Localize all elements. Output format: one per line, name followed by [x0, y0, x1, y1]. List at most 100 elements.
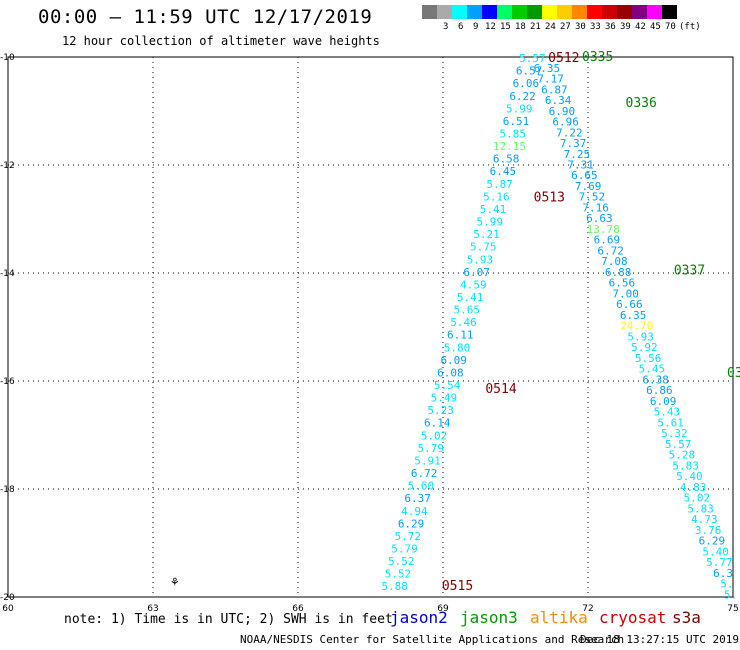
legend-label: 15 — [500, 22, 511, 32]
legend-label: 33 — [590, 22, 601, 32]
swh-value-label: 5.52 — [385, 568, 412, 581]
swh-value-label: 4.94 — [401, 505, 428, 518]
swh-value-label: 5.92 — [631, 341, 658, 354]
swh-value-label: 7.08 — [601, 255, 628, 268]
track-time-label: 0515 — [442, 579, 473, 594]
swh-value-label: 7.16 — [582, 201, 609, 214]
swh-value-label: 5.99 — [477, 216, 504, 229]
swh-value-label: 12.15 — [493, 140, 526, 153]
swh-value-label: 24.70 — [620, 320, 653, 333]
swh-value-label: 6.09 — [650, 395, 677, 408]
legend-label: 27 — [560, 22, 571, 32]
swh-value-label: 5.93 — [627, 330, 654, 343]
swh-value-label: 5.57 — [519, 52, 546, 65]
swh-value-label: 5.21 — [473, 228, 500, 241]
swh-value-label: 6.65 — [571, 169, 598, 182]
swh-value-label: 5.16 — [483, 190, 510, 203]
swh-value-label: 5.79 — [391, 542, 418, 555]
swh-value-label: 5.60 — [408, 480, 435, 493]
track-time-label: 0337 — [674, 263, 705, 278]
longitude-tick-label: 60 — [2, 604, 14, 614]
legend-swatch — [632, 5, 647, 19]
legend-label: 42 — [635, 22, 646, 32]
swh-value-label: 5.99 — [506, 102, 533, 115]
swh-value-label: 4.73 — [691, 513, 718, 526]
swh-value-label: 5.79 — [417, 442, 444, 455]
swh-value-label: 6.37 — [404, 492, 431, 505]
legend-label: 30 — [575, 22, 586, 32]
swh-value-label: 7.69 — [575, 180, 602, 193]
swh-value-label: 5.23 — [427, 404, 454, 417]
legend-label: 70 — [665, 22, 676, 32]
swh-value-label: 6.51 — [503, 115, 530, 128]
page-title: 00:00 – 11:59 UTC 12/17/2019 — [38, 6, 373, 28]
legend-swatch — [422, 5, 437, 19]
swh-value-label: 6.3 — [713, 567, 733, 580]
swh-value-label: 5.57 — [665, 438, 692, 451]
swh-value-label: 6.06 — [513, 77, 540, 90]
track-time-label: 0512 — [548, 51, 579, 66]
legend-swatch — [512, 5, 527, 19]
track-time-label: 0335 — [582, 50, 613, 65]
timestamp-text: Dec 18 13:27:15 UTC 2019 — [580, 633, 739, 646]
swh-value-label: 5.52 — [388, 555, 415, 568]
swh-value-label: 5.77 — [706, 556, 733, 569]
legend-label: 39 — [620, 22, 631, 32]
swh-value-label: 6.38 — [642, 373, 669, 386]
swh-value-label: 5.83 — [687, 502, 714, 515]
swh-value-label: 7.00 — [612, 287, 639, 300]
legend-label: 18 — [515, 22, 526, 32]
swh-value-label: 6.87 — [541, 83, 568, 96]
legend-label: 45 — [650, 22, 661, 32]
longitude-tick-label: 63 — [147, 604, 158, 614]
swh-value-label: 7.31 — [567, 159, 594, 172]
legend-swatch — [527, 5, 542, 19]
legend-swatch — [662, 5, 677, 19]
swh-value-label: 4.59 — [460, 278, 487, 291]
swh-value-label: 5.56 — [635, 352, 662, 365]
swh-value-label: 6.57 — [516, 65, 543, 78]
swh-value-label: 6.88 — [605, 266, 632, 279]
longitude-tick-label: 72 — [582, 604, 593, 614]
swh-value-label: 6.34 — [545, 94, 572, 107]
legend-label: 3 — [443, 22, 449, 32]
legend-swatch — [572, 5, 587, 19]
swh-value-label: 5.41 — [480, 203, 507, 216]
swh-value-label: 5.72 — [395, 530, 422, 543]
map-frame — [7, 56, 734, 598]
swh-value-label: 4.83 — [680, 481, 707, 494]
swh-value-label: 6.14 — [424, 417, 451, 430]
legend-swatch — [602, 5, 617, 19]
swh-value-label: 5.46 — [450, 316, 477, 329]
legend-swatch — [557, 5, 572, 19]
swh-value-label: 5.02 — [684, 492, 711, 505]
legend-swatch — [467, 5, 482, 19]
swh-value-label: 6.72 — [597, 244, 624, 257]
swh-value-label: 5.93 — [467, 253, 494, 266]
swh-value-label: 5.40 — [702, 545, 729, 558]
swh-value-label: 5.28 — [669, 449, 696, 462]
swh-value-label: 5.43 — [654, 406, 681, 419]
satellite-label-jason3: jason3 — [460, 608, 518, 627]
swh-value-label: 6.72 — [411, 467, 438, 480]
swh-value-label: 5.02 — [421, 429, 448, 442]
swh-value-label: 6.35 — [534, 62, 561, 75]
legend-swatch — [542, 5, 557, 19]
longitude-tick-label: 75 — [727, 604, 738, 614]
legend-swatch — [647, 5, 662, 19]
swh-value-label: 13.78 — [587, 223, 620, 236]
swh-value-label: 5.88 — [381, 580, 408, 593]
swh-value-label: 5.75 — [470, 241, 497, 254]
latitude-tick-label: -12 — [0, 161, 15, 171]
latitude-tick-label: -20 — [0, 593, 15, 603]
swh-value-label: 5.65 — [454, 304, 481, 317]
swh-value-label: 6.56 — [609, 277, 636, 290]
track-time-label: 0338 — [727, 366, 740, 381]
swh-value-label: 6.11 — [447, 329, 474, 342]
track-time-label: 0513 — [534, 190, 565, 205]
legend-swatch — [497, 5, 512, 19]
legend-label: 12 — [485, 22, 496, 32]
swh-value-label: 6.29 — [699, 535, 726, 548]
swh-value-label: 5. — [724, 588, 737, 601]
